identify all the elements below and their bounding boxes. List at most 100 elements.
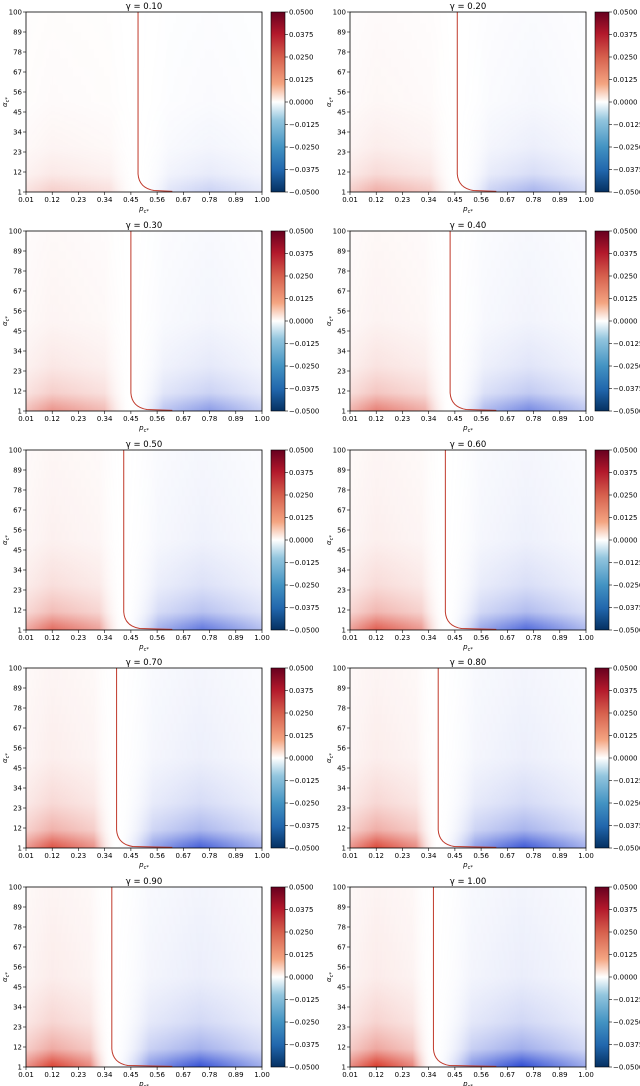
x-tick-label: 0.01 [18,1071,34,1079]
x-tick-label: 1.00 [578,415,594,423]
y-tick-label: 23 [337,587,346,595]
x-tick-label: 0.67 [176,415,192,423]
x-tick-label: 0.12 [368,852,384,860]
subplot-title: γ = 1.00 [450,877,486,887]
y-tick-label: 56 [337,745,346,753]
zero-contour-line [432,887,497,1067]
colorbar-tick-label: 0.0375 [613,906,638,914]
colorbar-tick-label: 0.0250 [289,929,314,937]
colorbar-tick-label: −0.0500 [289,189,319,197]
y-tick-label: 67 [13,288,22,296]
y-tick-label: 56 [337,89,346,97]
y-tick-label: 67 [337,69,346,77]
x-tick-label: 0.56 [473,634,489,642]
y-tick-label: 23 [337,1024,346,1032]
colorbar-tick-label: 0.0375 [289,687,314,695]
y-tick-label: 34 [13,129,22,137]
zero-contour-line [111,887,173,1067]
colorbar-tick-label: −0.0125 [289,121,319,129]
y-tick-label: 1 [18,408,22,416]
plot-frame [349,11,587,193]
y-tick-label: 12 [13,607,22,615]
x-tick-label: 0.67 [176,1071,192,1079]
y-tick-label: 89 [337,904,346,912]
subplot-4: 0.01 0.12 0.23 0.34 0.45 0.56 0.67 0.78 0.89 1.00… [325,221,640,434]
x-tick-label: 0.78 [526,415,542,423]
y-tick-label: 34 [337,785,346,793]
y-tick-label: 100 [9,228,22,236]
x-tick-label: 0.89 [552,1071,568,1079]
y-tick-label: 34 [13,785,22,793]
y-axis-label: αc* [325,753,335,763]
zero-contour-line [449,231,497,411]
x-tick-label: 0.45 [123,634,139,642]
y-tick-label: 12 [337,1044,346,1052]
x-tick-label: 0.45 [123,852,139,860]
y-tick-label: 56 [337,308,346,316]
y-tick-label: 23 [13,587,22,595]
colorbar-tick-label: 0.0000 [289,537,314,545]
colorbar-tick-label: 0.0500 [613,884,638,892]
y-tick-label: 34 [337,1004,346,1012]
x-tick-label: 0.78 [202,415,218,423]
x-tick-label: 0.67 [500,1071,516,1079]
x-axis-label: pc* [462,643,473,653]
subplot-8: 0.01 0.12 0.23 0.34 0.45 0.56 0.67 0.78 0.89 1.00… [325,658,640,871]
x-tick-label: 0.78 [202,634,218,642]
subplot-title: γ = 0.60 [450,440,486,450]
x-tick-label: 0.56 [473,852,489,860]
x-tick-label: 0.56 [473,415,489,423]
colorbar-tick-label: 0.0125 [289,732,314,740]
x-tick-label: 1.00 [254,415,270,423]
colorbar-tick-label: 0.0250 [613,929,638,937]
y-tick-label: 56 [337,964,346,972]
y-tick-label: 1 [342,408,346,416]
y-tick-label: 34 [13,348,22,356]
x-tick-label: 0.89 [552,196,568,204]
colorbar-tick-label: −0.0250 [613,582,640,590]
colorbar-tick-label: 0.0500 [289,228,314,236]
colorbar [270,449,286,631]
y-axis-label: αc* [1,753,11,763]
colorbar-tick-label: −0.0250 [613,144,640,152]
x-tick-label: 0.12 [44,1071,60,1079]
colorbar-tick-label: 0.0125 [613,732,638,740]
colorbar-tick-label: 0.0375 [613,250,638,258]
colorbar-tick-label: −0.0500 [613,627,640,635]
x-tick-label: 0.78 [526,196,542,204]
plot-frame [25,886,263,1068]
y-tick-label: 100 [9,447,22,455]
colorbar-tick-label: 0.0125 [289,295,314,303]
colorbar-tick-label: 0.0125 [289,514,314,522]
subplot-title: γ = 0.10 [126,2,162,12]
y-axis-label: αc* [325,972,335,982]
x-tick-label: 1.00 [254,1071,270,1079]
colorbar-tick-label: 0.0500 [289,884,314,892]
colorbar-tick-label: 0.0250 [289,54,314,62]
zero-contour-line [116,668,173,848]
x-tick-label: 0.12 [44,196,60,204]
subplot-title: γ = 0.80 [450,658,486,668]
colorbar-tick-label: −0.0250 [613,800,640,808]
y-tick-label: 56 [13,745,22,753]
x-tick-label: 0.34 [97,852,113,860]
x-tick-label: 0.89 [552,634,568,642]
y-tick-label: 100 [9,665,22,673]
y-tick-label: 67 [337,507,346,515]
colorbar-tick-label: −0.0250 [289,1019,319,1027]
x-tick-label: 0.45 [447,634,463,642]
x-tick-label: 1.00 [578,1071,594,1079]
x-tick-label: 0.89 [228,196,244,204]
colorbar [270,11,286,193]
y-tick-label: 12 [337,607,346,615]
heatmap-field [350,231,586,411]
x-tick-label: 0.01 [342,196,358,204]
x-tick-label: 0.56 [473,196,489,204]
colorbar-tick-label: −0.0125 [613,121,640,129]
x-tick-label: 0.45 [123,196,139,204]
colorbar-tick-label: 0.0375 [613,687,638,695]
y-tick-label: 45 [13,765,22,773]
x-tick-label: 0.67 [500,415,516,423]
subplot-2: 0.01 0.12 0.23 0.34 0.45 0.56 0.67 0.78 0.89 1.00… [325,2,640,215]
colorbar-tick-label: −0.0125 [613,777,640,785]
